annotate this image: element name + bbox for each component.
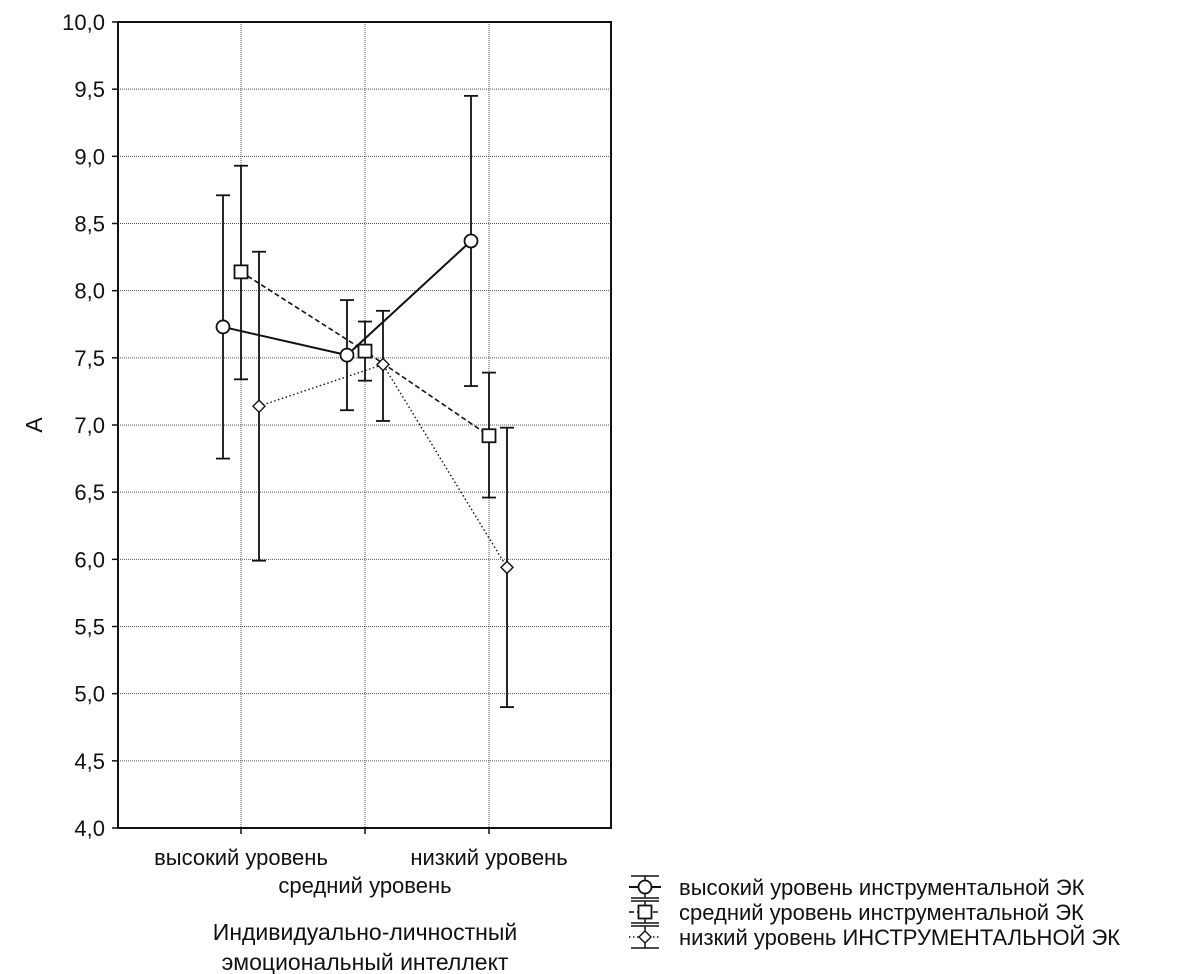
y-tick-label: 9,0 — [74, 144, 105, 169]
point-marker-circle — [637, 879, 653, 895]
point-marker-circle — [339, 347, 355, 363]
legend-label: высокий уровень инструментальной ЭК — [679, 875, 1085, 900]
point-marker-circle — [463, 233, 479, 249]
legend-item-2: средний уровень инструментальной ЭК — [629, 900, 1084, 925]
y-tick-label: 7,0 — [74, 413, 105, 438]
y-tick-label: 5,5 — [74, 615, 105, 640]
point-marker-square — [357, 343, 373, 359]
point-marker-diamond — [376, 357, 390, 372]
point-marker-square — [637, 904, 653, 920]
x-axis-title-line-2: эмоциональный интеллект — [222, 949, 509, 974]
x-axis: высокий уровень средний уровень низкий уро… — [154, 828, 568, 898]
y-tick-label: 10,0 — [62, 10, 105, 35]
point-marker-square — [233, 264, 249, 280]
y-tick-label: 5,0 — [74, 682, 105, 707]
series-2 — [233, 164, 497, 499]
y-tick-label: 6,0 — [74, 547, 105, 572]
series-1 — [215, 94, 479, 460]
series-3 — [252, 250, 514, 708]
legend-label: низкий уровень ИНСТРУМЕНТАЛЬНОЙ ЭК — [679, 925, 1120, 950]
y-tick-label: 8,0 — [74, 279, 105, 304]
legend-item-1: высокий уровень инструментальной ЭК — [629, 875, 1085, 900]
y-tick-label: 6,5 — [74, 480, 105, 505]
point-marker-diamond — [500, 560, 514, 575]
x-tick-label: высокий уровень — [154, 845, 328, 870]
legend: высокий уровень инструментальной ЭКсредн… — [629, 875, 1120, 950]
y-tick-label: 4,0 — [74, 816, 105, 841]
point-marker-square — [481, 428, 497, 444]
x-axis-title-line-1: Индивидуально-личностный — [213, 919, 517, 945]
y-axis-title: А — [21, 417, 47, 433]
x-tick-label: низкий уровень — [410, 845, 567, 870]
series — [215, 94, 514, 708]
y-tick-label: 9,5 — [74, 77, 105, 102]
legend-label: средний уровень инструментальной ЭК — [679, 900, 1084, 925]
y-tick-label: 8,5 — [74, 212, 105, 237]
point-marker-diamond — [252, 399, 266, 414]
point-marker-circle — [215, 319, 231, 335]
y-tick-label: 7,5 — [74, 346, 105, 371]
y-tick-label: 4,5 — [74, 749, 105, 774]
grid — [117, 21, 612, 829]
point-marker-diamond — [638, 930, 652, 944]
y-axis: 10,0 9,5 9,0 8,5 8,0 7,5 7,0 6,5 6,0 5,5 5,0 4,5 4,0 — [62, 10, 118, 841]
series-line — [258, 363, 508, 568]
legend-item-3: низкий уровень ИНСТРУМЕНТАЛЬНОЙ ЭК — [629, 925, 1120, 950]
x-tick-label: средний уровень — [278, 873, 451, 898]
